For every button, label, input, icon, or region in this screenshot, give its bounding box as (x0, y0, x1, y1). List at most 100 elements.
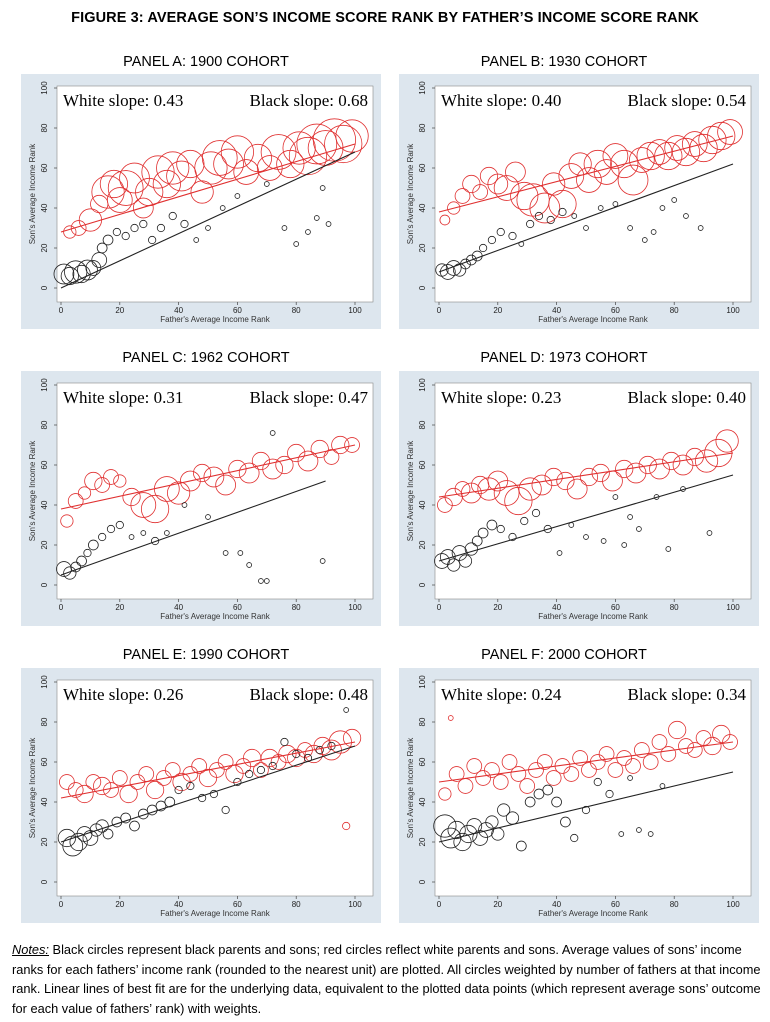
y-tick-label: 80 (418, 717, 427, 726)
white-data-point (106, 187, 133, 213)
white-data-point (251, 451, 271, 471)
white-data-point (487, 173, 509, 195)
black-data-point (258, 578, 264, 584)
white-data-point (213, 148, 244, 180)
white-data-point (278, 744, 297, 764)
black-data-point (57, 828, 76, 848)
black-data-point (458, 554, 473, 568)
white-data-point (275, 455, 294, 475)
white-data-point (156, 770, 172, 786)
black-data-point (570, 833, 579, 843)
white-data-point (439, 214, 451, 226)
y-tick-label: 0 (418, 879, 427, 884)
y-axis-label: Son's Average Income Rank (406, 737, 415, 839)
panel-e-title: PANEL E: 1990 COHORT (122, 647, 290, 663)
black-data-point (515, 840, 527, 852)
black-slope-label: Black slope: 0.54 (627, 91, 746, 110)
black-data-point (560, 816, 571, 828)
y-tick-label: 0 (418, 285, 427, 290)
black-data-point (83, 548, 92, 558)
black-data-point (140, 530, 147, 536)
x-tick-label: 0 (437, 900, 442, 909)
x-tick-label: 100 (726, 306, 740, 315)
black-data-point (205, 514, 211, 520)
x-tick-label: 100 (348, 900, 362, 909)
white-data-point (193, 463, 212, 483)
white-data-point (203, 466, 225, 488)
black-data-point (85, 260, 102, 276)
black-fit-line (438, 771, 734, 843)
y-tick-label: 40 (418, 203, 427, 212)
white-data-point (156, 151, 190, 185)
y-tick-label: 60 (40, 460, 49, 469)
white-data-point (324, 124, 363, 164)
black-data-point (496, 227, 505, 237)
white-data-point (288, 136, 328, 176)
white-data-point (260, 748, 279, 768)
y-tick-label: 100 (418, 675, 427, 689)
plot-area (56, 382, 374, 600)
black-data-point (76, 555, 87, 567)
black-data-point (305, 229, 311, 235)
white-data-point (678, 738, 694, 754)
white-data-point (610, 149, 639, 179)
black-data-point (146, 804, 158, 816)
black-fit-line (438, 163, 734, 273)
x-tick-label: 40 (174, 306, 183, 315)
y-axis-label: Son's Average Income Rank (28, 143, 37, 245)
white-data-point (152, 169, 181, 199)
black-data-point (325, 221, 332, 227)
black-data-point (485, 815, 499, 829)
panel-c-chart: 0 20 40 60 80 100 0 20 40 60 80 100 Father's Average… (28, 378, 374, 621)
white-data-point (103, 469, 119, 485)
notes-label: Notes: (12, 942, 49, 957)
black-data-point (542, 784, 554, 796)
black-slope-label: Black slope: 0.68 (249, 91, 368, 110)
black-fit-line (60, 480, 326, 576)
black-data-point (526, 219, 535, 229)
white-data-point (75, 784, 94, 804)
white-data-point (85, 774, 102, 790)
x-tick-label: 60 (611, 306, 620, 315)
y-tick-label: 80 (40, 420, 49, 429)
plot-area (56, 679, 374, 897)
black-data-point (315, 745, 324, 755)
white-data-point (694, 449, 719, 473)
black-data-point (543, 524, 552, 534)
black-data-point (558, 207, 567, 217)
white-data-point (447, 715, 454, 721)
black-data-point (209, 789, 218, 799)
white-data-point (328, 730, 352, 754)
black-data-point (452, 263, 467, 277)
black-data-point (263, 181, 270, 187)
white-slope-label: White slope: 0.26 (63, 685, 183, 704)
white-data-point (598, 746, 615, 762)
white-data-point (542, 172, 566, 196)
white-data-point (615, 459, 634, 479)
black-data-point (471, 535, 483, 547)
black-data-point (69, 832, 88, 852)
x-axis-label: Father's Average Income Rank (160, 315, 270, 324)
white-data-point (576, 167, 602, 193)
x-tick-label: 60 (611, 603, 620, 612)
black-data-point (181, 502, 188, 508)
white-data-point (296, 123, 338, 165)
black-data-point (156, 223, 166, 233)
x-tick-label: 0 (59, 900, 64, 909)
white-data-point (111, 770, 128, 786)
y-tick-label: 40 (40, 500, 49, 509)
y-tick-label: 20 (40, 837, 49, 846)
white-data-point (583, 149, 612, 179)
panel-b-chart: 0 20 40 60 80 100 0 20 40 60 80 100 Father's Average… (406, 81, 752, 324)
black-data-point (70, 561, 82, 573)
white-fit-line (438, 741, 734, 783)
black-data-point (120, 812, 132, 824)
black-data-point (627, 225, 633, 231)
x-axis-label: Father's Average Income Rank (160, 909, 270, 918)
white-data-point (715, 429, 739, 453)
white-data-point (505, 161, 526, 183)
black-data-point (60, 266, 79, 286)
panel-d-plot: 0 20 40 60 80 100 0 20 40 60 80 100 Father's Average… (399, 371, 759, 626)
white-data-point (107, 170, 144, 206)
x-tick-label: 20 (493, 900, 502, 909)
